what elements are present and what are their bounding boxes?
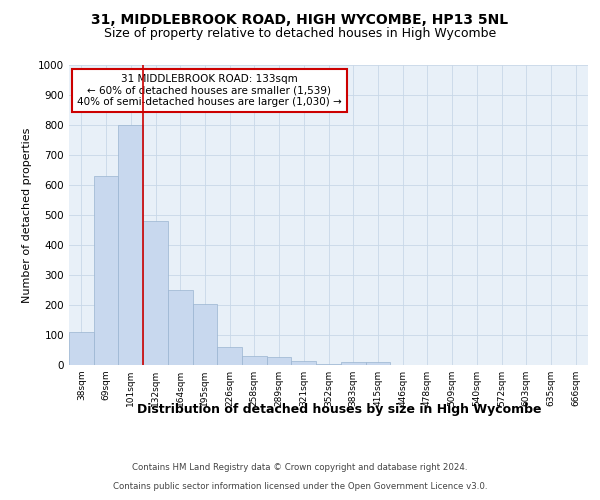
Bar xyxy=(292,360,316,365)
Bar xyxy=(168,290,193,365)
Text: Distribution of detached houses by size in High Wycombe: Distribution of detached houses by size … xyxy=(137,402,541,415)
Bar xyxy=(267,356,292,365)
Text: 31, MIDDLEBROOK ROAD, HIGH WYCOMBE, HP13 5NL: 31, MIDDLEBROOK ROAD, HIGH WYCOMBE, HP13… xyxy=(91,12,509,26)
Bar xyxy=(365,362,390,365)
Bar xyxy=(143,221,168,365)
Bar xyxy=(69,332,94,365)
Y-axis label: Number of detached properties: Number of detached properties xyxy=(22,128,32,302)
Text: 31 MIDDLEBROOK ROAD: 133sqm
← 60% of detached houses are smaller (1,539)
40% of : 31 MIDDLEBROOK ROAD: 133sqm ← 60% of det… xyxy=(77,74,341,107)
Bar xyxy=(217,347,242,365)
Text: Contains public sector information licensed under the Open Government Licence v3: Contains public sector information licen… xyxy=(113,482,487,491)
Text: Size of property relative to detached houses in High Wycombe: Size of property relative to detached ho… xyxy=(104,28,496,40)
Bar xyxy=(94,176,118,365)
Bar xyxy=(316,364,341,365)
Bar xyxy=(242,356,267,365)
Text: Contains HM Land Registry data © Crown copyright and database right 2024.: Contains HM Land Registry data © Crown c… xyxy=(132,464,468,472)
Bar xyxy=(118,125,143,365)
Bar xyxy=(193,304,217,365)
Bar xyxy=(341,362,365,365)
